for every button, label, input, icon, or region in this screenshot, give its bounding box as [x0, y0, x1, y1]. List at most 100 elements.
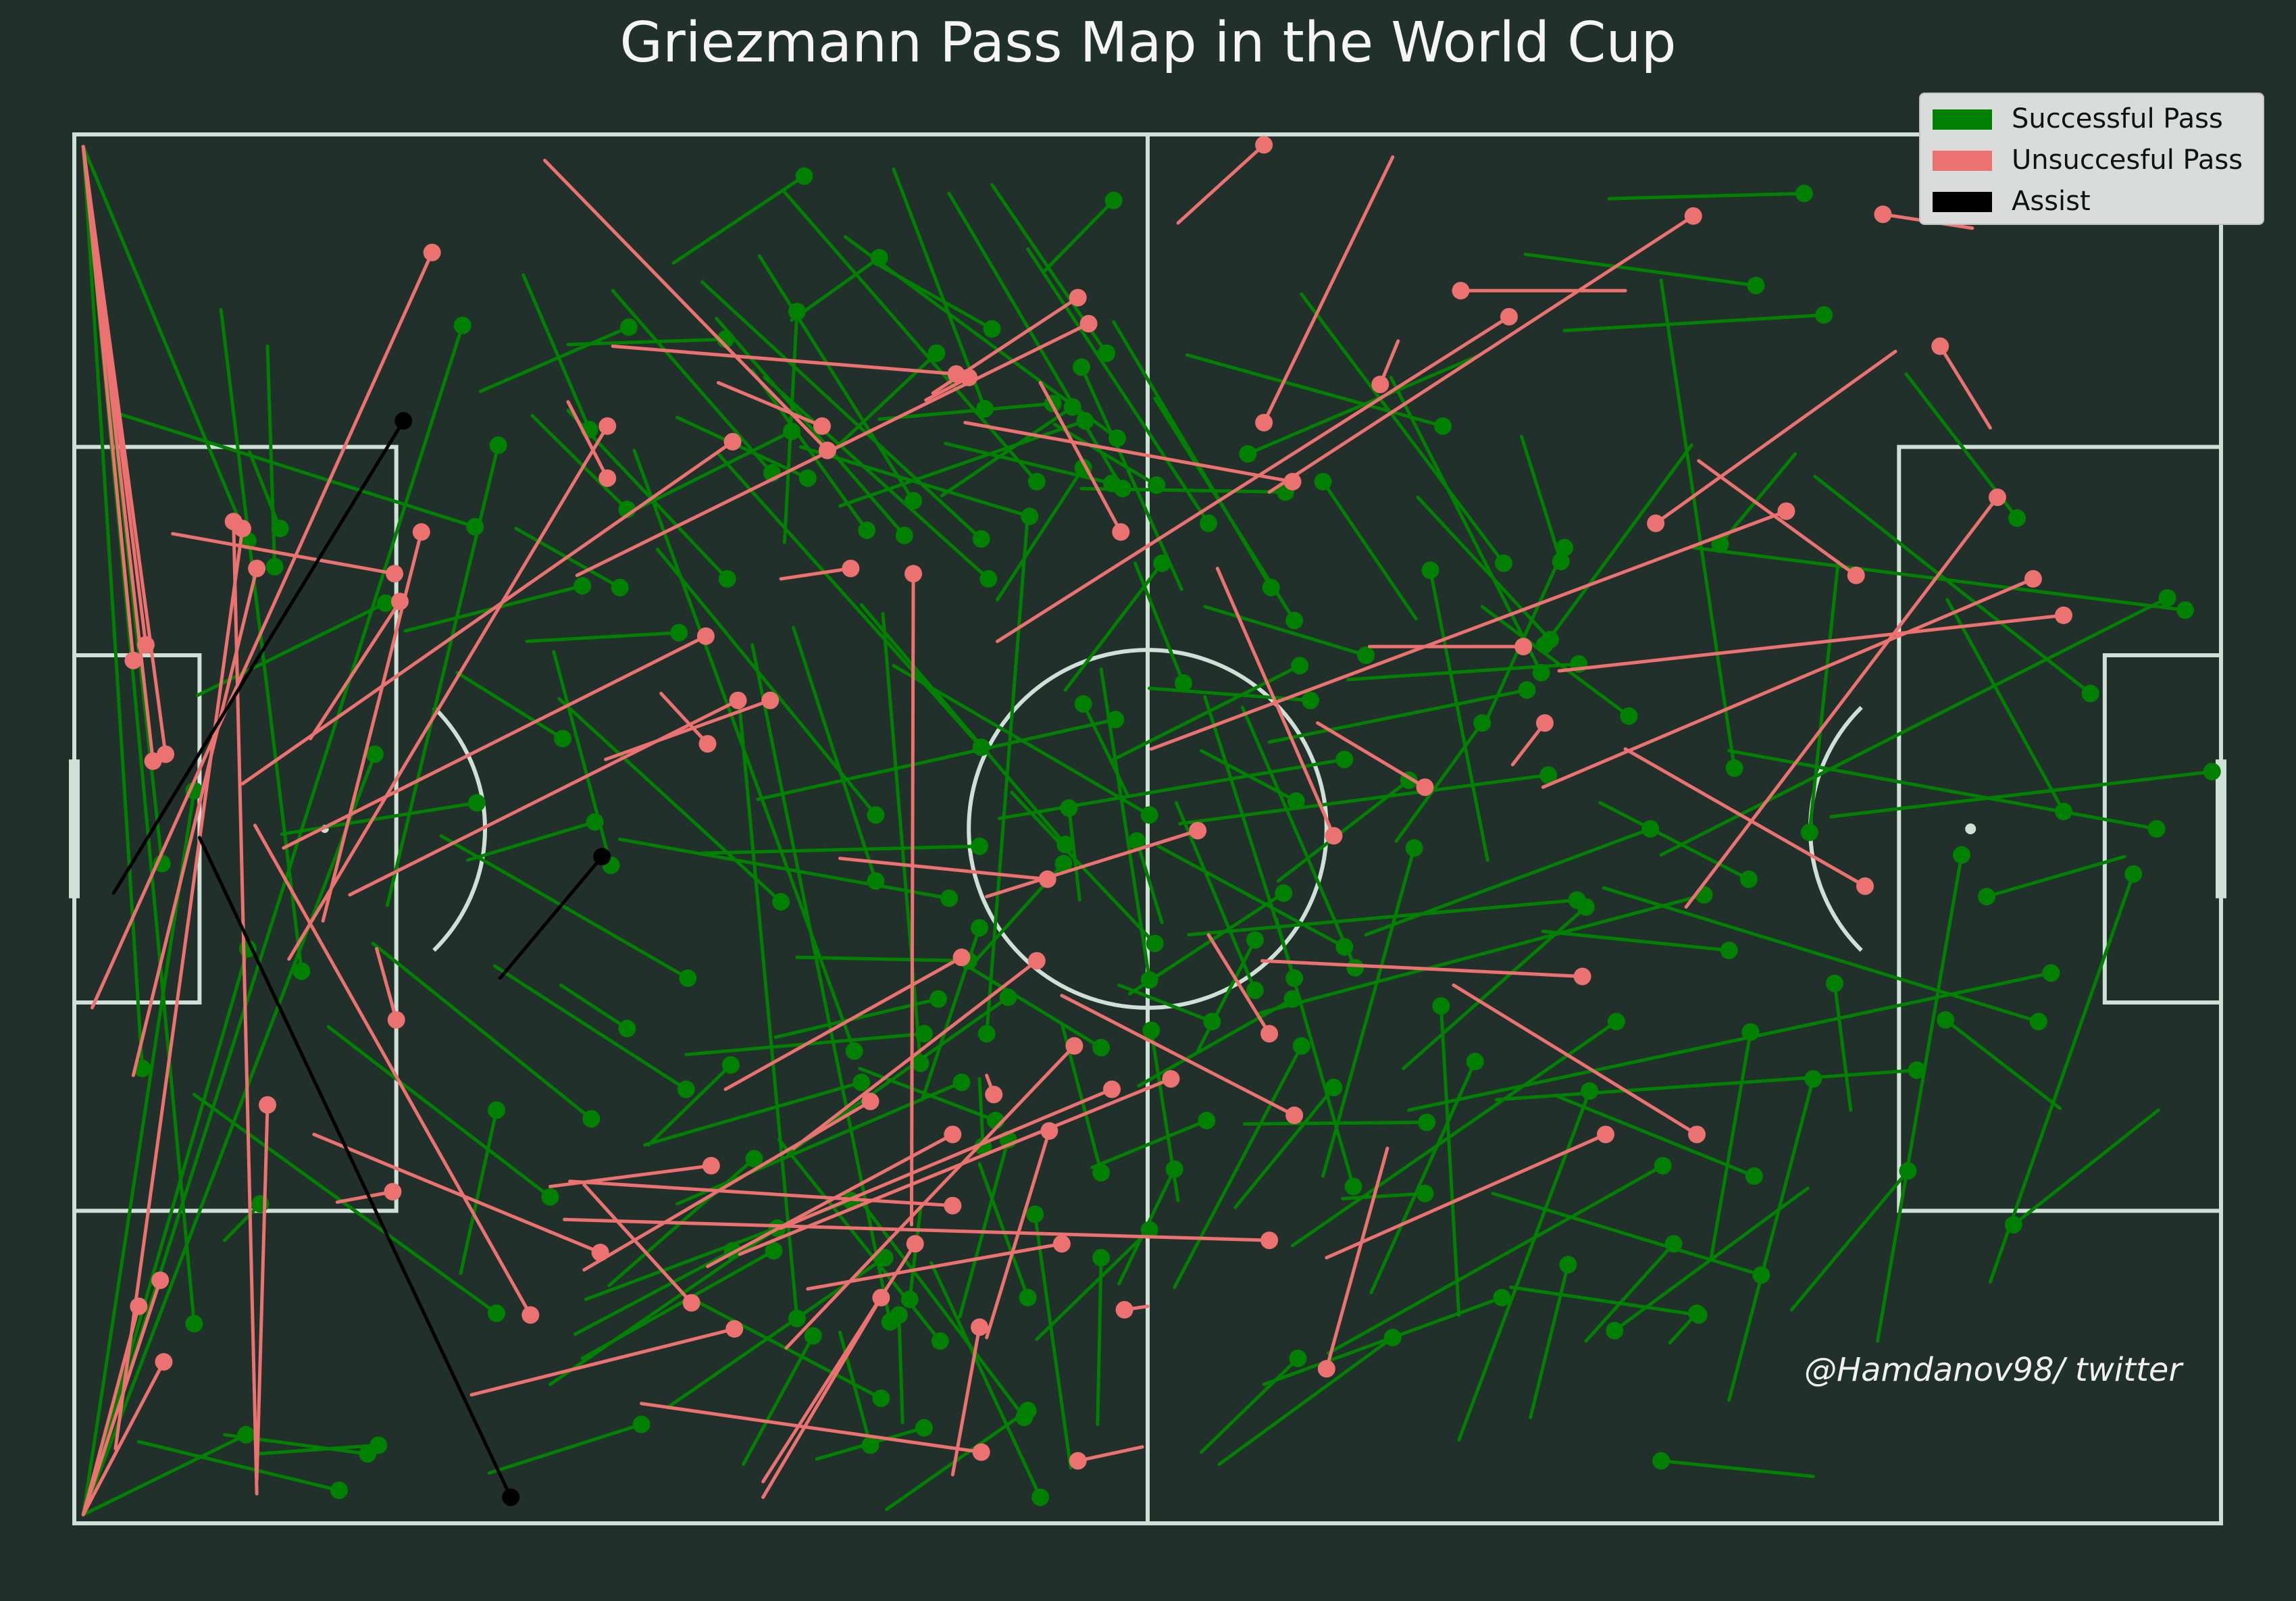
pass-end-marker — [598, 469, 617, 487]
pass-end-marker — [1937, 1011, 1955, 1029]
pass-line — [1199, 748, 1298, 803]
pass-line — [1026, 247, 1210, 526]
pass-end-marker — [1325, 827, 1343, 845]
pass-end-marker — [1074, 694, 1092, 713]
pass-end-marker — [619, 318, 638, 336]
pass-line — [604, 698, 772, 761]
pass-line — [312, 1132, 603, 1254]
pass-end-marker — [1076, 412, 1094, 430]
pass-end-marker — [1027, 473, 1046, 490]
pass-line — [136, 1440, 341, 1492]
pass-line — [1052, 422, 1158, 487]
pass-line — [1480, 605, 1631, 718]
pass-end-marker — [972, 1443, 990, 1461]
pass-line — [1199, 1356, 1300, 1454]
pass-line — [815, 1426, 926, 1461]
pass-line — [525, 631, 681, 643]
pass-end-marker — [979, 569, 998, 588]
pass-line — [1206, 933, 1271, 1036]
pass-line — [1217, 1336, 1395, 1467]
pass-line — [1176, 143, 1266, 225]
pass-line — [1133, 561, 1185, 685]
pass-end-marker — [852, 1073, 871, 1092]
pass-end-marker — [582, 1110, 601, 1128]
pass-line — [1042, 199, 1116, 274]
pass-end-marker — [386, 565, 404, 583]
pass-line — [385, 443, 501, 907]
pass-end-marker — [1019, 1401, 1037, 1419]
pass-line — [859, 1200, 1026, 1419]
pass-end-marker — [927, 344, 946, 362]
pass-end-marker — [1416, 778, 1434, 796]
pass-end-marker — [1847, 566, 1865, 584]
pass-line — [931, 296, 1080, 395]
pass-end-marker — [1142, 1021, 1160, 1040]
pass-line — [700, 280, 984, 541]
pass-line — [1173, 1044, 1304, 1289]
pass-line — [222, 1433, 369, 1456]
pass-end-marker — [618, 1019, 636, 1038]
pass-line — [1833, 982, 1853, 1112]
pass-end-marker — [895, 526, 913, 544]
pass-line — [700, 844, 981, 855]
pass-line — [1623, 747, 1867, 888]
pass-line — [1452, 983, 1699, 1136]
pass-line — [947, 191, 1125, 490]
pass-end-marker — [944, 1196, 962, 1215]
pass-end-marker — [1189, 821, 1207, 840]
pass-end-marker — [682, 1294, 700, 1312]
pass-end-marker — [1200, 514, 1218, 532]
pass-line — [568, 1179, 954, 1208]
pass-end-marker — [1405, 839, 1423, 857]
pass-line — [884, 1408, 1030, 1511]
pass-end-marker — [155, 1352, 173, 1371]
pass-end-marker — [488, 1101, 506, 1119]
pass-end-marker — [1301, 691, 1319, 709]
pass-line — [106, 409, 477, 529]
pass-end-marker — [1514, 638, 1533, 656]
pass-line — [487, 1423, 644, 1475]
pass-end-marker — [1654, 1157, 1672, 1175]
pass-end-marker — [1255, 413, 1273, 432]
pass-end-marker — [1652, 1452, 1670, 1470]
pass-line — [192, 1092, 499, 1315]
pass-end-marker — [1098, 344, 1116, 362]
pass-end-marker — [1695, 886, 1713, 904]
pass-end-marker — [1607, 1013, 1625, 1031]
pass-end-marker — [1040, 1122, 1058, 1140]
pass-line — [1985, 855, 2126, 898]
pass-end-marker — [453, 316, 471, 334]
pass-line — [996, 465, 1086, 602]
pass-line — [582, 1183, 694, 1305]
pass-line — [1076, 1445, 1144, 1463]
pass-line — [371, 942, 593, 1121]
pass-end-marker — [1556, 538, 1574, 557]
pass-line — [723, 955, 964, 1091]
pass-end-marker — [1054, 855, 1073, 873]
pass-end-marker — [971, 919, 989, 937]
pass-end-marker — [1246, 931, 1264, 949]
pass-end-marker — [1285, 611, 1304, 630]
pass-end-marker — [1128, 832, 1146, 850]
legend-swatch-assist — [1933, 192, 1992, 212]
pass-end-marker — [1021, 507, 1039, 526]
pass-end-marker — [1620, 707, 1638, 725]
pass-line — [335, 1190, 394, 1204]
pass-line — [81, 1360, 165, 1517]
pass-line — [763, 376, 990, 581]
pass-end-marker — [1073, 358, 1091, 376]
pass-end-marker — [1174, 674, 1192, 692]
pass-line — [1607, 191, 1806, 201]
pass-line — [1529, 1263, 1570, 1419]
pass-end-marker — [725, 1320, 744, 1338]
pass-end-marker — [813, 417, 832, 435]
pass-line — [773, 997, 940, 1039]
pass-line — [326, 1025, 552, 1199]
pass-end-marker — [2203, 763, 2221, 781]
pass-series-2 — [111, 412, 611, 1506]
pass-line — [1196, 938, 1257, 1053]
pass-end-marker — [670, 624, 688, 642]
pass-end-marker — [1063, 398, 1081, 416]
pass-line — [741, 1333, 815, 1467]
pass-line — [559, 983, 629, 1031]
